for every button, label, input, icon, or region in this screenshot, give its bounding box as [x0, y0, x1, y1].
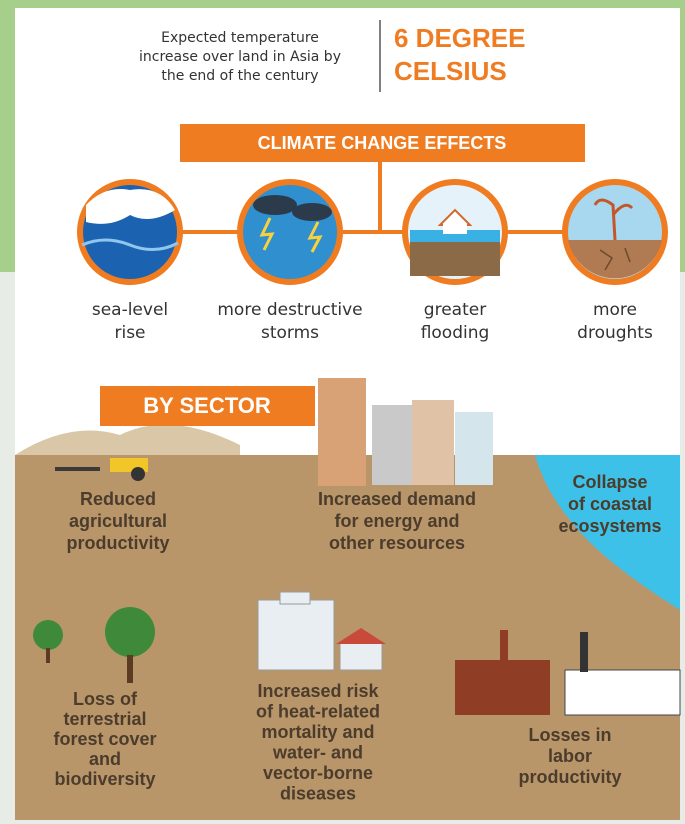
effect-label: greater: [424, 300, 486, 320]
flood-icon: [405, 182, 505, 282]
sector-title: BY SECTOR: [143, 393, 271, 418]
sector-label: vector-borne: [263, 763, 373, 783]
sector-label: of coastal: [568, 494, 652, 514]
effects-title: CLIMATE CHANGE EFFECTS: [258, 133, 507, 153]
effect-label: more: [593, 300, 637, 320]
effect-label: storms: [261, 323, 319, 343]
header-highlight: CELSIUS: [394, 56, 507, 86]
sector-label: biodiversity: [54, 769, 155, 789]
header-description: the end of the century: [161, 68, 318, 84]
sector-label: Collapse: [572, 472, 647, 492]
header-description: Expected temperature: [161, 30, 319, 46]
sector-label: Losses in: [528, 725, 611, 745]
sector-label: Increased demand: [318, 489, 476, 509]
sector-label: ecosystems: [558, 516, 661, 536]
effect-label: flooding: [421, 323, 490, 343]
page: Expected temperature increase over land i…: [0, 0, 685, 824]
sector-label: productivity: [66, 533, 169, 553]
sector-label: for energy and: [334, 511, 459, 531]
sector-label: productivity: [518, 767, 621, 787]
sector-label: mortality and: [261, 722, 374, 742]
sector-label: water- and: [272, 742, 363, 762]
drought-icon: [565, 182, 665, 282]
sea-level-icon: [80, 182, 180, 282]
sector-label: forest cover: [53, 729, 156, 749]
sector-label: of heat-related: [256, 701, 380, 721]
sector-label: other resources: [329, 533, 465, 553]
sector-label: Loss of: [73, 689, 138, 709]
sector-label: labor: [548, 746, 592, 766]
infographic: Expected temperature increase over land i…: [0, 0, 685, 824]
header-description: increase over land in Asia by: [139, 49, 341, 65]
sector-label: Reduced: [80, 489, 156, 509]
effect-label: more destructive: [217, 300, 362, 320]
sector-label: agricultural: [69, 511, 167, 531]
effect-label: droughts: [577, 323, 653, 343]
sector-label: and: [89, 749, 121, 769]
sector-label: Increased risk: [257, 681, 379, 701]
effect-label: rise: [114, 323, 145, 343]
storm-icon: [240, 182, 340, 282]
effect-label: sea-level: [92, 300, 168, 320]
header-highlight: 6 DEGREE: [394, 23, 526, 53]
sector-label: terrestrial: [63, 709, 146, 729]
sector-label: diseases: [280, 783, 356, 803]
